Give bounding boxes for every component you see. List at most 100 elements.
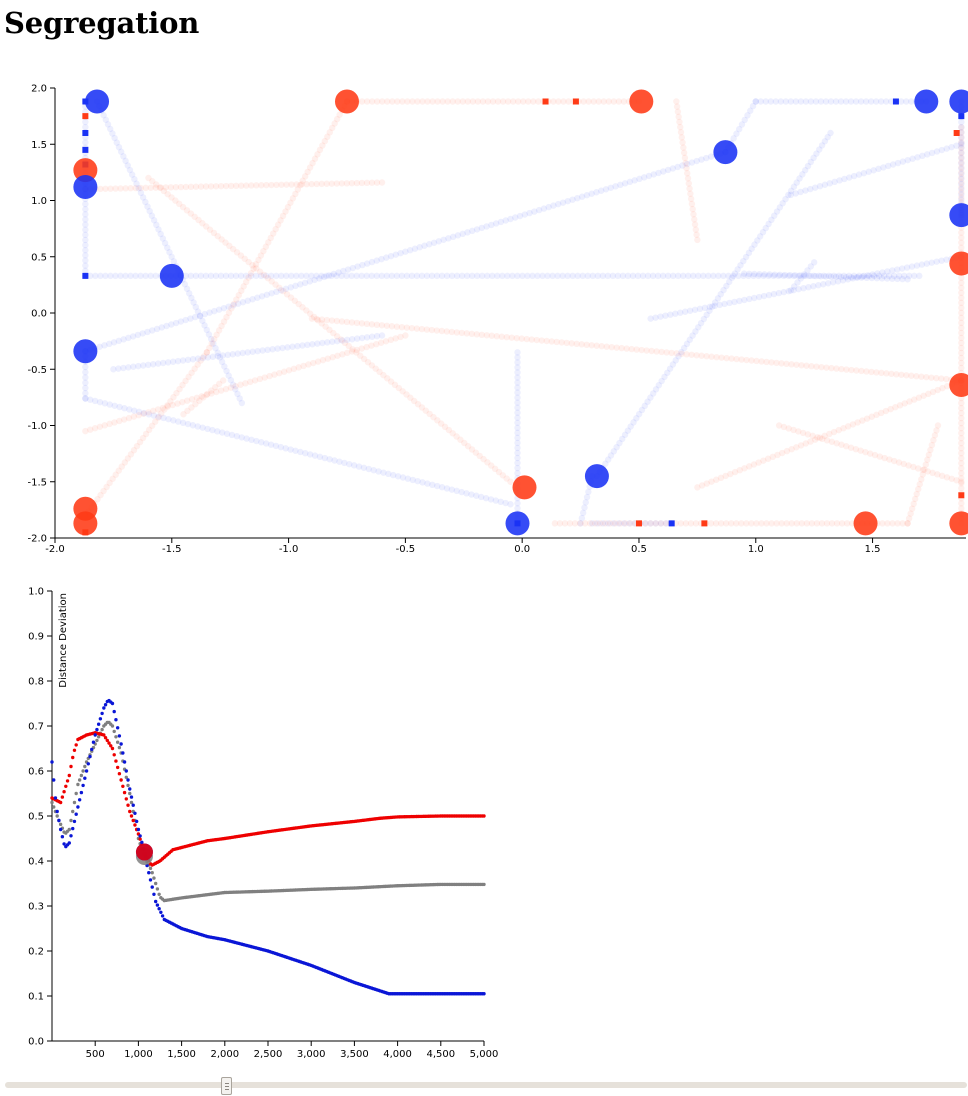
red-trail-dot [653,348,660,355]
blue-series-point [88,754,92,759]
gray-series-point [152,876,156,880]
red-trail-dot [97,491,104,499]
red-trail-dot [774,451,781,459]
red-trail-dot [124,455,132,462]
red-trail-dot [230,300,238,308]
blue-agent [159,263,184,288]
gray-series-point [112,729,116,734]
blue-series-point [90,747,94,752]
blue-trail-dot [244,297,251,304]
red-trail-dot [358,179,366,187]
blue-trail-dot [187,315,194,322]
red-trail-dot [345,342,352,350]
red-trail-dot [240,283,247,290]
red-trail-dot [179,381,186,389]
red-trail-dot [389,98,396,105]
x-tick: 4,000 [383,1041,412,1060]
blue-trail-dot [110,339,118,346]
blue-trail-dot [254,347,261,355]
red-trail-dot [717,520,725,527]
red-trail-dot [823,364,830,371]
red-trail-dot [434,417,441,424]
blue-trail-dot [610,448,618,455]
blue-trail-dot [402,248,409,255]
blue-trail-dot [604,520,612,527]
red-trail-dot [868,368,875,376]
blue-trail-dot [218,429,226,436]
blue-trail-dot [343,272,350,280]
red-trail-dot [488,332,495,339]
red-trail-dot [910,500,917,507]
time-slider-track[interactable] [5,1082,967,1088]
red-trail-dot [843,366,850,373]
blue-trail-dot [182,316,189,324]
blue-trail-dot [120,364,127,372]
blue-trail-dot [540,205,548,212]
blue-trail-dot [698,156,705,163]
blue-trail-dot [96,343,103,350]
blue-trail-dot [737,262,744,269]
blue-trail-dot [514,439,521,447]
blue-trail-dot [817,273,824,280]
red-trail-dot [881,454,888,462]
red-trail-dot [116,417,123,425]
blue-trail-dot [473,226,481,233]
blue-trail-dot [82,200,89,208]
time-slider-handle[interactable] [221,1077,232,1095]
red-trail-dot [678,350,685,358]
red-trail-dot [763,520,770,527]
blue-trail-dot [325,272,333,279]
blue-trail-dot [958,144,965,152]
red-trail-dot [673,103,681,110]
blue-agent [914,89,939,114]
red-trail-dot [525,98,532,105]
red-trail-dot [212,183,220,190]
red-trail-dot [911,495,919,503]
blue-trail-dot [787,191,795,199]
blue-trail-dot [845,272,853,280]
blue-trail-dot [654,272,662,280]
red-trail-dot [779,449,786,457]
red-trail-dot [147,184,154,191]
blue-trail-dot [263,291,271,298]
red-agent [334,89,359,114]
red-trail-dot [358,98,366,105]
blue-trail-dot [740,270,748,277]
red-trail-dot [326,129,333,136]
blue-trail-dot [443,485,451,492]
blue-trail-dot [846,174,853,181]
red-trail-dot [828,520,836,527]
red-trail-dot [628,345,635,353]
gray-series-point [124,775,129,779]
red-trail-dot [768,359,775,366]
blue-series-point [119,742,123,746]
red-trail-dot [333,317,341,325]
blue-trail-dot [514,464,521,472]
red-trail-dot [533,336,540,344]
red-trail-dot [409,98,416,105]
red-trail-dot [823,437,831,444]
blue-agent [505,511,530,536]
red-trail-dot [925,451,933,459]
blue-trail-dot [385,470,392,478]
red-trail-dot [393,323,401,330]
blue-trail-dot [311,276,318,284]
blue-trail-dot [919,152,926,160]
red-trail-dot [112,185,119,192]
blue-trail-dot [206,309,213,316]
red-trail-dot [698,352,705,359]
blue-trail-dot [815,272,823,280]
red-trail-dot [103,483,110,491]
red-trail-dot [348,319,356,326]
blue-trail-dot [212,272,220,280]
blue-trail-dot [146,207,153,215]
red-trail-dot [889,520,896,527]
blue-trail-dot [759,229,767,236]
red-trail-dot [597,520,604,527]
x-tick-label: 3,000 [297,1049,326,1060]
blue-trail-dot [860,272,868,280]
blue-trail-dot [887,98,895,105]
blue-trail-dot [583,493,591,501]
red-trail-dot [548,338,555,345]
blue-trail-dot [882,98,890,105]
